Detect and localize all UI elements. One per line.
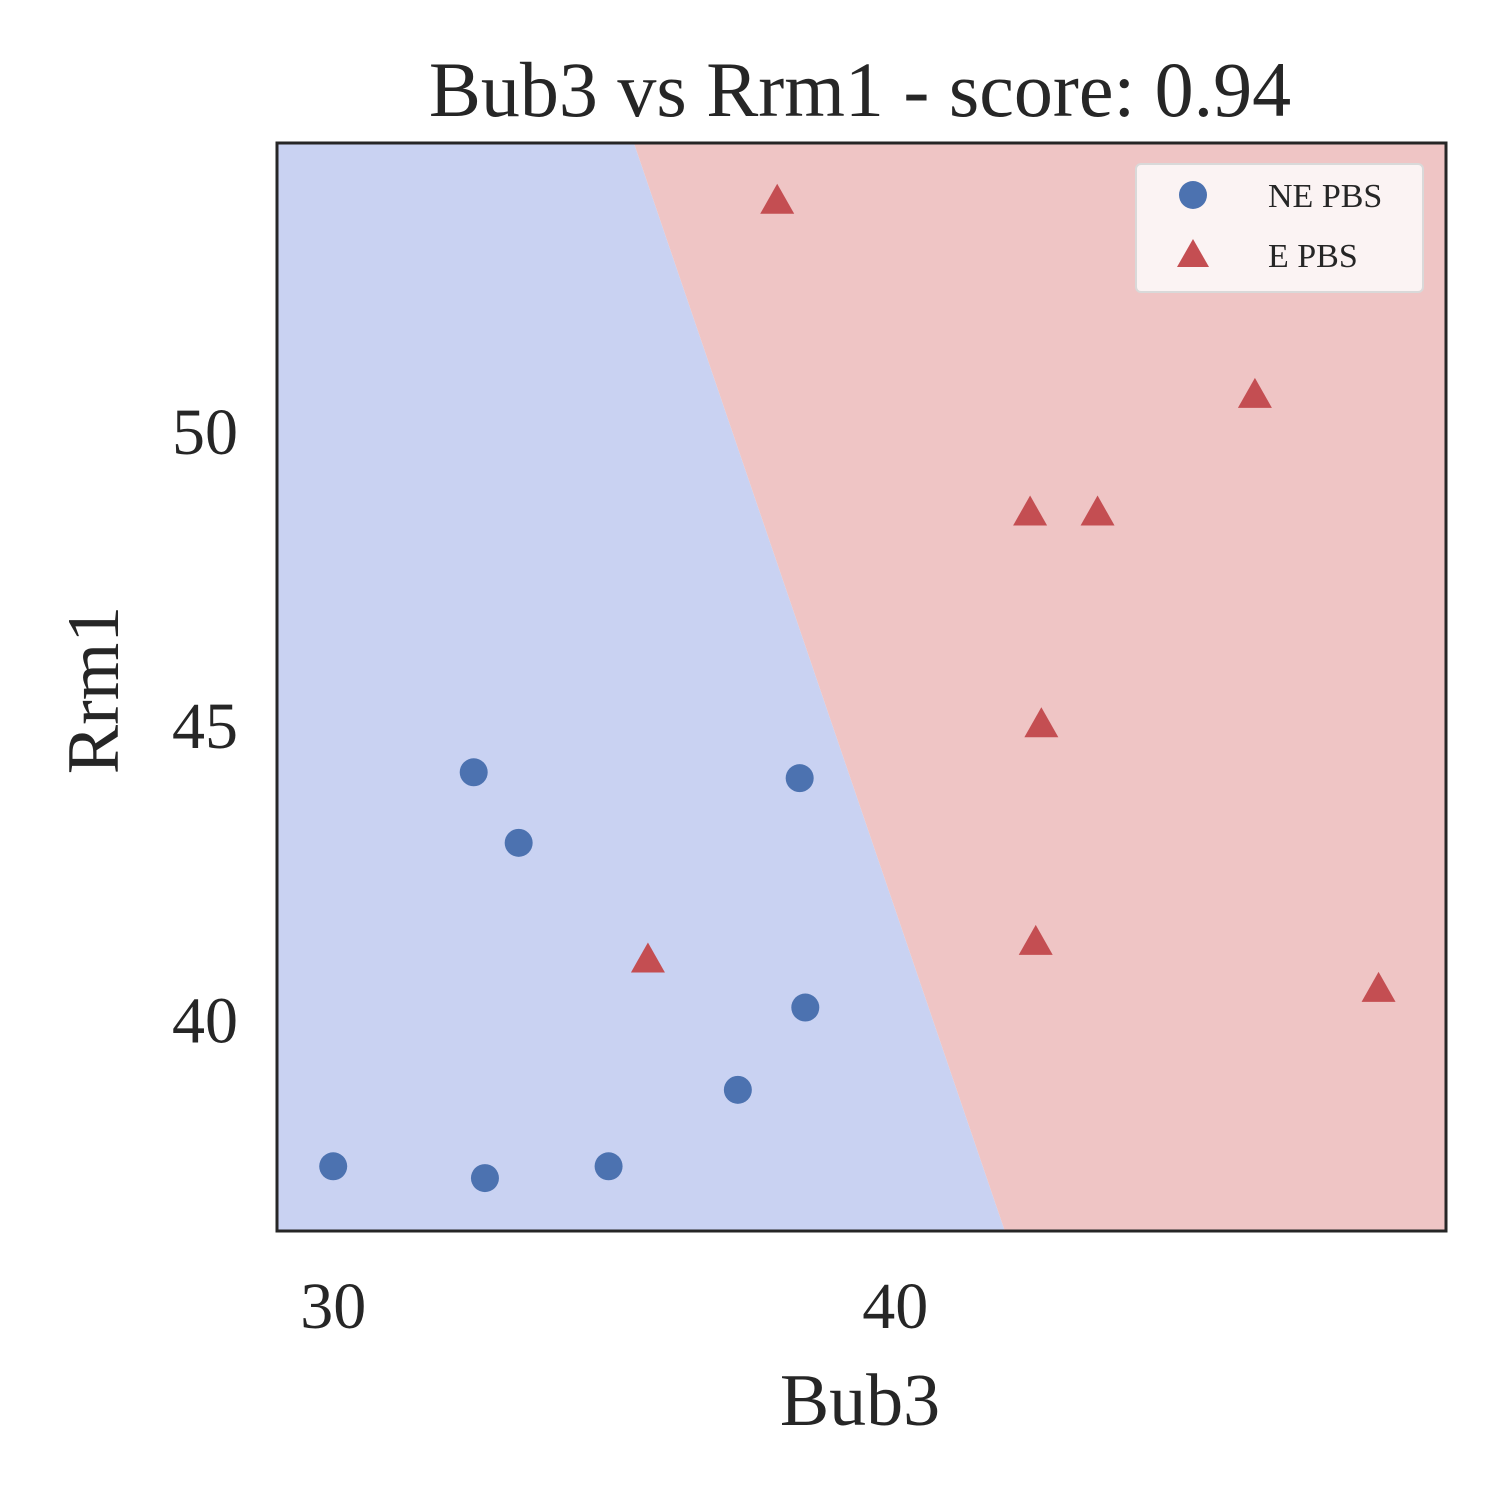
legend-label-e-pbs: E PBS <box>1268 238 1358 275</box>
point-ne-pbs <box>785 764 814 793</box>
x-tick-label: 30 <box>300 1270 366 1343</box>
point-e-pbs <box>630 942 665 973</box>
point-ne-pbs <box>791 993 820 1022</box>
point-ne-pbs <box>723 1075 752 1104</box>
e-region <box>633 143 1446 1231</box>
point-ne-pbs <box>319 1152 348 1181</box>
decision-regions <box>277 143 1446 1231</box>
plot-frame <box>275 141 1448 1233</box>
point-e-pbs <box>760 183 795 214</box>
x-tick-label: 40 <box>862 1270 928 1343</box>
point-e-pbs <box>1013 495 1048 526</box>
point-ne-pbs <box>470 1164 499 1193</box>
y-axis-label: Rrm1 <box>53 606 135 775</box>
legend: NE PBS E PBS <box>1135 163 1424 293</box>
y-tick-label: 40 <box>172 984 238 1057</box>
y-tick-label: 50 <box>172 396 238 469</box>
point-e-pbs <box>1080 495 1115 526</box>
x-tick-labels: 30 40 <box>300 1270 928 1343</box>
legend-marker-e-pbs <box>1177 239 1209 267</box>
point-e-pbs <box>1237 377 1272 408</box>
y-tick-labels: 40 45 50 <box>172 396 238 1057</box>
point-e-pbs <box>1024 707 1059 738</box>
legend-label-ne-pbs: NE PBS <box>1268 178 1382 215</box>
chart-title: Bub3 vs Rrm1 - score: 0.94 <box>429 46 1291 133</box>
data-points <box>319 183 1396 1193</box>
ne-region <box>277 143 1005 1231</box>
legend-box <box>1135 163 1424 293</box>
point-ne-pbs <box>459 758 488 787</box>
x-axis-label: Bub3 <box>780 1360 940 1442</box>
legend-marker-ne-pbs <box>1179 181 1207 209</box>
point-e-pbs <box>1018 924 1053 955</box>
point-ne-pbs <box>594 1152 623 1181</box>
point-e-pbs <box>1361 971 1396 1002</box>
y-tick-label: 45 <box>172 690 238 763</box>
point-ne-pbs <box>504 828 533 857</box>
